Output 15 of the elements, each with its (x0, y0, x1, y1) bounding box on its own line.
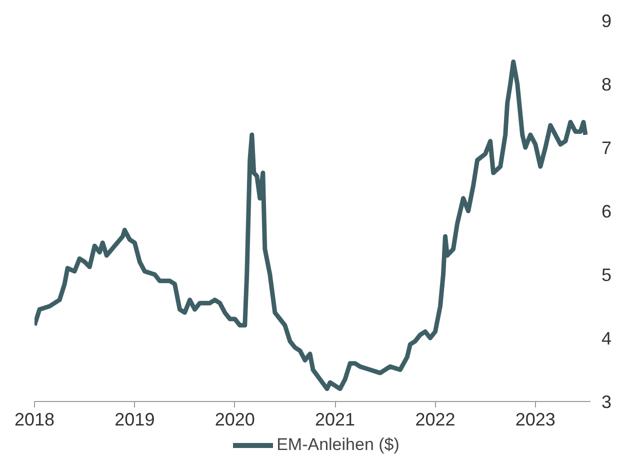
x-tick-label: 2018 (14, 410, 55, 430)
y-tick-label: 7 (602, 138, 612, 158)
line-series (34, 60, 588, 392)
legend-label: EM-Anleihen ($) (276, 435, 400, 454)
x-tick-label: 2021 (315, 410, 356, 430)
x-tick-label: 2022 (415, 410, 456, 430)
y-tick-label: 6 (602, 202, 612, 222)
y-tick-label: 3 (602, 392, 612, 412)
y-tick-label: 4 (602, 328, 612, 348)
y-tick-label: 5 (602, 265, 612, 285)
x-tick-label: 2023 (515, 410, 556, 430)
y-tick-label: 8 (602, 74, 612, 94)
y-tick-label: 9 (602, 11, 612, 31)
x-tick-label: 2019 (114, 410, 155, 430)
x-tick-label: 2020 (214, 410, 255, 430)
